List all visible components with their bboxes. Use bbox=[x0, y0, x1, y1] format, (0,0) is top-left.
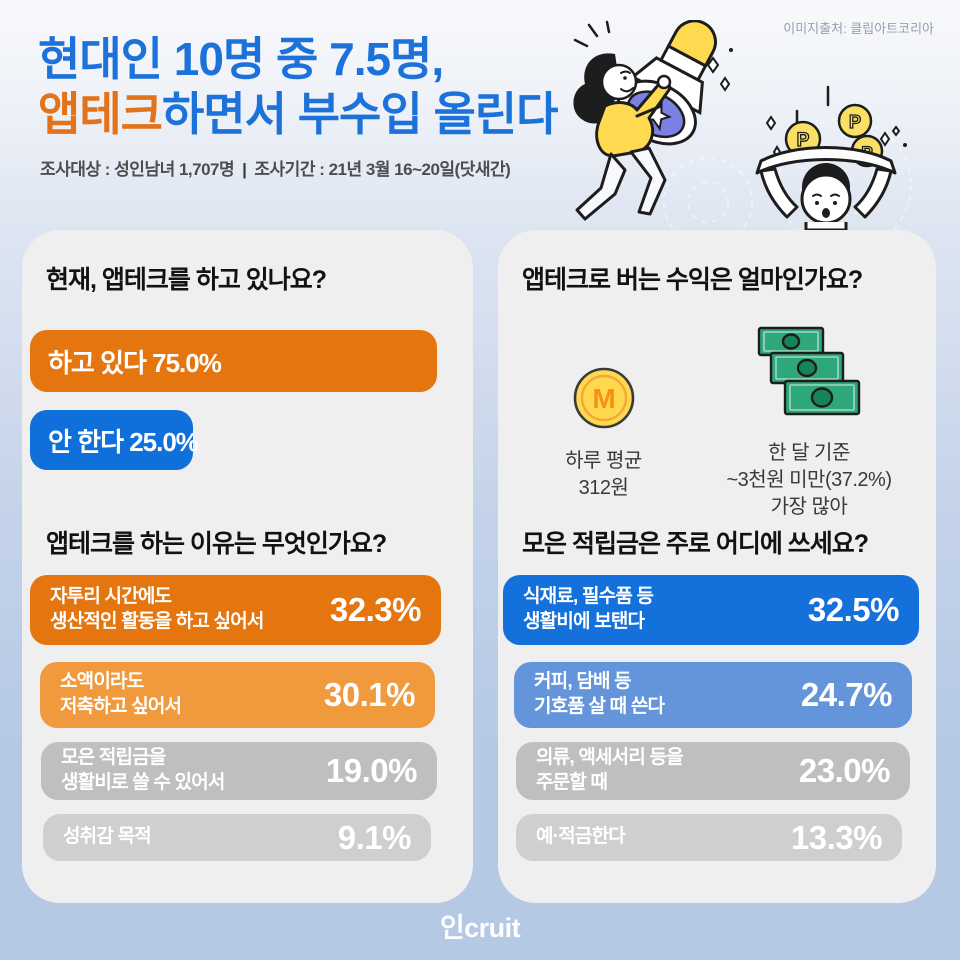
coin-m-icon: M bbox=[526, 326, 681, 430]
bar-value: 32.5% bbox=[807, 591, 900, 628]
title-line-2: 앱테크하면서 부수입 올린다 bbox=[38, 88, 558, 141]
bar-value: 23.0% bbox=[798, 752, 891, 789]
bar-label: 안 한다 25.0% bbox=[48, 426, 199, 457]
page-title: 현대인 10명 중 7.5명, 앱테크하면서 부수입 올린다 bbox=[38, 32, 558, 142]
svg-text:P: P bbox=[797, 130, 810, 151]
title-highlight: 앱테크 bbox=[38, 88, 163, 141]
card-apptech-income: 앱테크로 버는 수익은 얼마인가요? M 하루 평균 312원 bbox=[498, 230, 936, 903]
bar-label: 자투리 시간에도 생산적인 활동을 하고 싶어서 bbox=[50, 586, 264, 632]
reason-bar-4: 성취감 목적 9.1% bbox=[43, 814, 431, 861]
banknotes-icon bbox=[690, 318, 928, 422]
bar-doing-no: 안 한다 25.0% bbox=[30, 410, 199, 470]
bar-value: 13.3% bbox=[790, 818, 883, 856]
stat-monthly: 한 달 기준 ~3천원 미만(37.2%) 가장 많아 bbox=[690, 318, 928, 520]
bar-label: 모은 적립금을 생활비로 쓸 수 있어서 bbox=[61, 747, 225, 793]
separator: | bbox=[242, 160, 247, 179]
man-coins-illustration-icon: P P P bbox=[755, 85, 907, 230]
stat-daily-average: M 하루 평균 312원 bbox=[526, 326, 681, 502]
svg-text:P: P bbox=[849, 112, 861, 132]
survey-period: 조사기간 : 21년 3월 16~20일(닷새간) bbox=[254, 160, 511, 179]
bar-label: 하고 있다 75.0% bbox=[48, 347, 222, 378]
question-title-doing-apptech: 현재, 앱테크를 하고 있나요? bbox=[46, 266, 327, 294]
bar-value: 32.3% bbox=[329, 591, 422, 628]
bar-label: 소액이라도 저축하고 싶어서 bbox=[60, 671, 182, 717]
bar-label: 성취감 목적 bbox=[63, 826, 152, 848]
spending-bar-1: 식재료, 필수품 등 생활비에 보탠다 32.5% bbox=[503, 575, 919, 645]
bar-value: 24.7% bbox=[800, 676, 893, 713]
bar-value: 30.1% bbox=[323, 676, 416, 713]
survey-target: 조사대상 : 성인남녀 1,707명 bbox=[40, 160, 235, 179]
bar-doing-yes: 하고 있다 75.0% bbox=[30, 330, 437, 392]
question-title-reason: 앱테크를 하는 이유는 무엇인가요? bbox=[46, 530, 387, 558]
svg-text:M: M bbox=[592, 383, 615, 414]
image-credit: 이미지출처: 클립아트코리아 bbox=[783, 21, 934, 36]
stat-text: 한 달 기준 ~3천원 미만(37.2%) 가장 많아 bbox=[726, 442, 893, 518]
question-title-spending: 모은 적립금은 주로 어디에 쓰세요? bbox=[522, 530, 869, 558]
bar-label: 의류, 액세서리 등을 주문할 때 bbox=[536, 747, 684, 793]
reason-bar-2: 소액이라도 저축하고 싶어서 30.1% bbox=[40, 662, 435, 728]
bar-value: 19.0% bbox=[325, 752, 418, 789]
incruit-logo: 인cruit bbox=[439, 913, 521, 943]
bar-value: 9.1% bbox=[337, 818, 412, 856]
title-line-1: 현대인 10명 중 7.5명, bbox=[38, 33, 444, 85]
bar-label: 커피, 담배 등 기호품 살 때 쓴다 bbox=[534, 671, 665, 717]
stat-text: 하루 평균 312원 bbox=[565, 450, 642, 499]
woman-stamp-illustration-icon bbox=[573, 20, 733, 221]
spending-bar-3: 의류, 액세서리 등을 주문할 때 23.0% bbox=[516, 742, 910, 800]
reason-bar-3: 모은 적립금을 생활비로 쓸 수 있어서 19.0% bbox=[41, 742, 437, 800]
card-app-tech-usage: 현재, 앱테크를 하고 있나요? 하고 있다 75.0% 안 한다 25.0% … bbox=[22, 230, 473, 903]
spending-bar-2: 커피, 담배 등 기호품 살 때 쓴다 24.7% bbox=[514, 662, 912, 728]
spending-bar-4: 예·적금한다 13.3% bbox=[516, 814, 902, 861]
reason-bar-1: 자투리 시간에도 생산적인 활동을 하고 싶어서 32.3% bbox=[30, 575, 441, 645]
bar-label: 식재료, 필수품 등 생활비에 보탠다 bbox=[523, 586, 654, 632]
bar-label: 예·적금한다 bbox=[536, 826, 626, 848]
question-title-income: 앱테크로 버는 수익은 얼마인가요? bbox=[522, 266, 863, 294]
survey-meta: 조사대상 : 성인남녀 1,707명 | 조사기간 : 21년 3월 16~20일(… bbox=[40, 155, 511, 180]
